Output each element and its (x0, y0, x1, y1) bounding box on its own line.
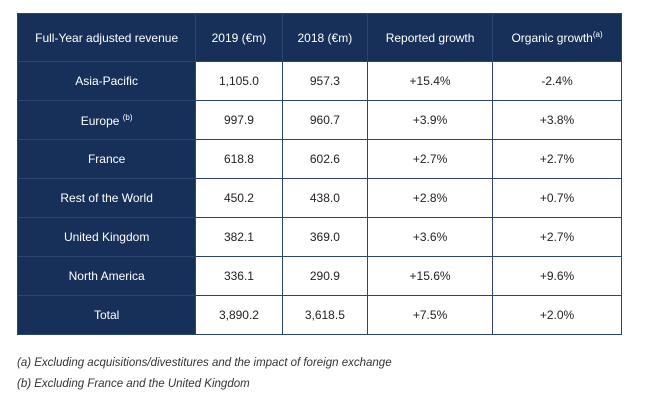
header-region: Full-Year adjusted revenue (16, 13, 197, 62)
footnote-a: (a) Excluding acquisitions/divestitures … (17, 357, 392, 369)
organic-growth: -2.4% (492, 61, 622, 101)
value-2019: 382.1 (195, 217, 283, 257)
header-row: Full-Year adjusted revenue 2019 (€m) 201… (16, 13, 622, 62)
footnote-marker: (a) (592, 30, 603, 39)
value-2018: 438.0 (281, 178, 369, 218)
region-cell: Europe (b) (16, 100, 197, 140)
region-label: United Kingdom (63, 230, 150, 244)
organic-growth: +2.7% (492, 139, 622, 179)
value-2019: 1,105.0 (195, 61, 283, 101)
header-reported-growth: Reported growth (367, 13, 494, 62)
header-organic-growth: Organic growth(a) (492, 13, 622, 62)
reported-growth: +3.9% (367, 100, 494, 140)
value-2019: 3,890.2 (195, 295, 283, 335)
table-row: Rest of the World 450.2 438.0 +2.8% +0.7… (16, 178, 622, 218)
region-cell: Total (16, 295, 197, 335)
table-row: United Kingdom 382.1 369.0 +3.6% +2.7% (16, 217, 622, 257)
revenue-table: Full-Year adjusted revenue 2019 (€m) 201… (16, 13, 622, 335)
footnote-marker: (b) (122, 112, 133, 122)
region-label: Total (93, 308, 120, 322)
organic-growth: +9.6% (492, 256, 622, 296)
region-label: Rest of the World (60, 191, 153, 205)
organic-growth: +2.7% (492, 217, 622, 257)
header-2019: 2019 (€m) (195, 13, 283, 62)
value-2018: 290.9 (281, 256, 369, 296)
organic-growth: +0.7% (492, 178, 622, 218)
table-row: Europe (b) 997.9 960.7 +3.9% +3.8% (16, 100, 622, 140)
reported-growth: +15.6% (367, 256, 494, 296)
region-cell: Rest of the World (16, 178, 197, 218)
organic-growth: +2.0% (492, 295, 622, 335)
region-cell: Asia-Pacific (16, 61, 197, 101)
region-cell: United Kingdom (16, 217, 197, 257)
value-2019: 618.8 (195, 139, 283, 179)
reported-growth: +2.7% (367, 139, 494, 179)
value-2018: 957.3 (281, 61, 369, 101)
region-cell: France (16, 139, 197, 179)
region-label: North America (68, 269, 145, 283)
header-2018: 2018 (€m) (281, 13, 369, 62)
value-2018: 369.0 (281, 217, 369, 257)
value-2019: 450.2 (195, 178, 283, 218)
value-2019: 336.1 (195, 256, 283, 296)
region-label: France (87, 152, 126, 166)
reported-growth: +15.4% (367, 61, 494, 101)
value-2018: 960.7 (281, 100, 369, 140)
value-2019: 997.9 (195, 100, 283, 140)
footnote-b: (b) Excluding France and the United King… (17, 378, 250, 390)
table-row: France 618.8 602.6 +2.7% +2.7% (16, 139, 622, 179)
table-row: Total 3,890.2 3,618.5 +7.5% +2.0% (16, 295, 622, 335)
header-organic-label: Organic growth (511, 31, 593, 45)
table-row: Asia-Pacific 1,105.0 957.3 +15.4% -2.4% (16, 61, 622, 101)
region-label: Asia-Pacific (75, 74, 138, 88)
table-row: North America 336.1 290.9 +15.6% +9.6% (16, 256, 622, 296)
region-cell: North America (16, 256, 197, 296)
reported-growth: +3.6% (367, 217, 494, 257)
region-label: Europe (80, 113, 120, 128)
organic-growth: +3.8% (492, 100, 622, 140)
value-2018: 3,618.5 (281, 295, 369, 335)
reported-growth: +2.8% (367, 178, 494, 218)
reported-growth: +7.5% (367, 295, 494, 335)
value-2018: 602.6 (281, 139, 369, 179)
